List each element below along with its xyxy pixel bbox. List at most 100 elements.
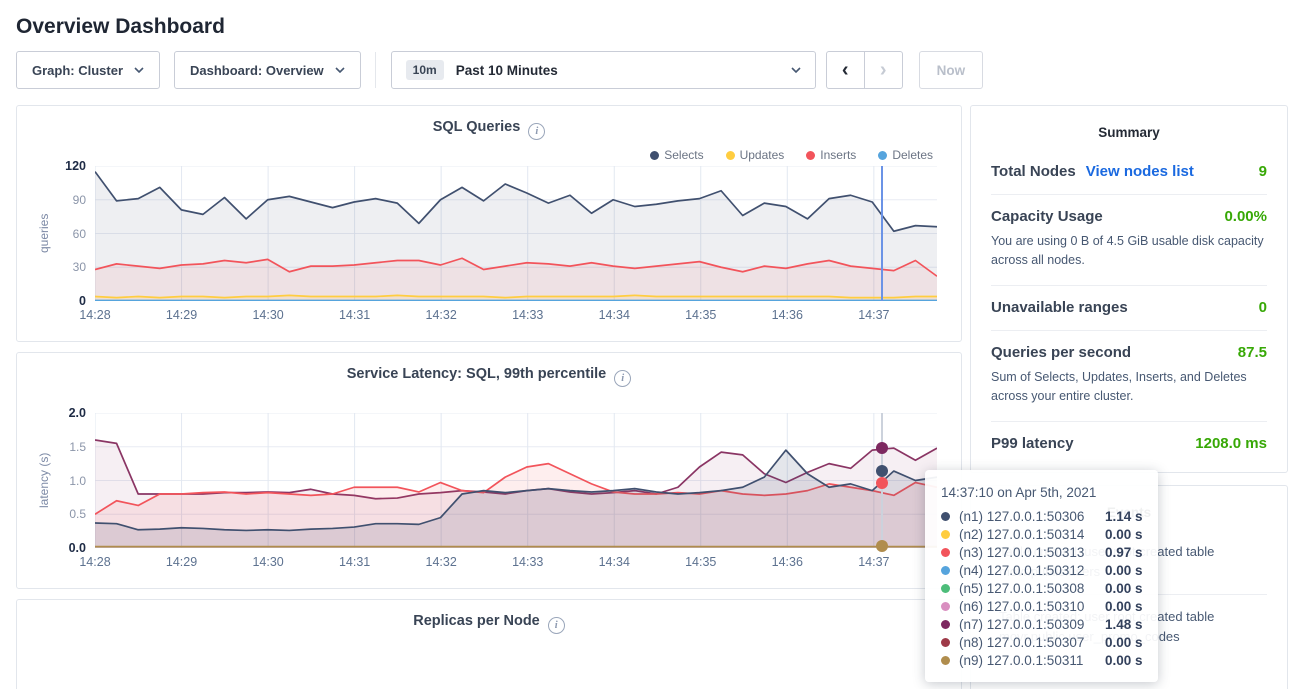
- overview-dashboard-page: Overview Dashboard Graph: Cluster Dashbo…: [0, 0, 1290, 689]
- chart-title: SQL Queries: [433, 119, 521, 135]
- series-dot-icon: [806, 151, 815, 160]
- legend-item: Updates: [726, 148, 785, 162]
- x-tick-label: 14:32: [426, 555, 457, 569]
- graph-scope-label: Graph: Cluster: [32, 63, 123, 78]
- chevron-right-icon: ›: [880, 59, 887, 82]
- hover-point: [876, 442, 888, 454]
- legend-item: Inserts: [806, 148, 856, 162]
- time-back-button[interactable]: ‹: [826, 51, 865, 89]
- y-tick-label: 2.0: [69, 406, 86, 420]
- dashboard-select-label: Dashboard: Overview: [190, 63, 324, 78]
- x-tick-label: 14:34: [599, 555, 630, 569]
- hover-crosshair-line: [881, 166, 883, 301]
- summary-label: Capacity Usage: [991, 208, 1103, 225]
- summary-row-total-nodes: Total Nodes View nodes list 9: [991, 150, 1267, 194]
- time-range-picker[interactable]: 10m Past 10 Minutes: [391, 51, 816, 89]
- dashboard-select-dropdown[interactable]: Dashboard: Overview: [174, 51, 361, 89]
- series-dot-icon: [941, 602, 950, 611]
- series-dot-icon: [650, 151, 659, 160]
- chevron-down-icon: [791, 67, 801, 73]
- summary-value: 0.00%: [1224, 208, 1267, 225]
- x-tick-label: 14:31: [339, 555, 370, 569]
- x-tick-label: 14:34: [599, 308, 630, 322]
- chart-legend: SelectsUpdatesInsertsDeletes: [33, 144, 945, 166]
- summary-row-capacity-usage: Capacity Usage 0.00% You are using 0 B o…: [991, 194, 1267, 285]
- y-tick-label: 0: [79, 294, 86, 308]
- tooltip-timestamp: 14:37:10 on Apr 5th, 2021: [941, 485, 1144, 500]
- info-icon[interactable]: i: [614, 370, 631, 387]
- graph-scope-dropdown[interactable]: Graph: Cluster: [16, 51, 160, 89]
- summary-label: Total Nodes: [991, 163, 1076, 180]
- x-tick-label: 14:31: [339, 308, 370, 322]
- info-icon[interactable]: i: [528, 123, 545, 140]
- hover-point: [876, 477, 888, 489]
- x-tick-label: 14:32: [426, 308, 457, 322]
- legend-item: Deletes: [878, 148, 933, 162]
- summary-description: You are using 0 B of 4.5 GiB usable disk…: [991, 232, 1267, 271]
- y-tick-label: 0.5: [69, 507, 86, 521]
- y-tick-label: 0.0: [69, 541, 86, 555]
- y-tick-label: 1.0: [69, 474, 86, 488]
- summary-label: P99 latency: [991, 435, 1074, 452]
- service-latency-chart-card: Service Latency: SQL, 99th percentile i l…: [16, 352, 962, 589]
- plot-area[interactable]: queries 120906030014:2814:2914:3014:3114…: [95, 166, 937, 301]
- summary-value: 9: [1259, 163, 1267, 180]
- series-dot-icon: [941, 512, 950, 521]
- x-tick-label: 14:36: [772, 308, 803, 322]
- summary-label: Queries per second: [991, 344, 1131, 361]
- chevron-down-icon: [134, 67, 144, 73]
- y-tick-label: 120: [65, 159, 86, 173]
- dashboard-controls: Graph: Cluster Dashboard: Overview 10m P…: [16, 51, 1290, 89]
- tooltip-row: (n4) 127.0.0.1:503120.00 s: [941, 561, 1144, 579]
- info-icon[interactable]: i: [548, 617, 565, 634]
- summary-value: 87.5: [1238, 344, 1267, 361]
- view-nodes-list-link[interactable]: View nodes list: [1086, 163, 1194, 180]
- x-tick-label: 14:30: [252, 555, 283, 569]
- charts-column: SQL Queriesi SelectsUpdatesInsertsDelete…: [16, 105, 962, 689]
- y-axis-title: queries: [37, 166, 51, 301]
- series-dot-icon: [941, 530, 950, 539]
- summary-label: Unavailable ranges: [991, 299, 1128, 316]
- summary-row-queries-per-second: Queries per second 87.5 Sum of Selects, …: [991, 330, 1267, 421]
- summary-row-p99-latency: P99 latency 1208.0 ms: [991, 421, 1267, 466]
- summary-value: 0: [1259, 299, 1267, 316]
- x-tick-label: 14:37: [858, 308, 889, 322]
- x-tick-label: 14:36: [772, 555, 803, 569]
- x-tick-label: 14:28: [79, 308, 110, 322]
- tooltip-row: (n9) 127.0.0.1:503110.00 s: [941, 651, 1144, 669]
- chart-title: Replicas per Node: [413, 613, 540, 629]
- series-dot-icon: [878, 151, 887, 160]
- replicas-per-node-chart-card: Replicas per Node i: [16, 599, 962, 689]
- chart-canvas[interactable]: [95, 166, 937, 301]
- summary-heading: Summary: [991, 108, 1267, 150]
- summary-row-unavailable-ranges: Unavailable ranges 0: [991, 285, 1267, 330]
- chevron-left-icon: ‹: [842, 59, 849, 82]
- tooltip-row: (n1) 127.0.0.1:503061.14 s: [941, 507, 1144, 525]
- x-tick-label: 14:33: [512, 555, 543, 569]
- series-dot-icon: [726, 151, 735, 160]
- time-nav-buttons: ‹ ›: [826, 51, 903, 89]
- x-tick-label: 14:29: [166, 555, 197, 569]
- series-dot-icon: [941, 566, 950, 575]
- x-tick-label: 14:35: [685, 308, 716, 322]
- summary-panel: Summary Total Nodes View nodes list 9 Ca…: [970, 105, 1288, 473]
- chart-hover-tooltip: 14:37:10 on Apr 5th, 2021 (n1) 127.0.0.1…: [925, 470, 1158, 682]
- y-tick-label: 90: [73, 193, 86, 207]
- y-axis-title: latency (s): [37, 413, 51, 548]
- y-tick-label: 60: [73, 227, 86, 241]
- x-tick-label: 14:28: [79, 555, 110, 569]
- time-forward-button[interactable]: ›: [864, 51, 903, 89]
- tooltip-row: (n7) 127.0.0.1:503091.48 s: [941, 615, 1144, 633]
- sql-queries-chart-card: SQL Queriesi SelectsUpdatesInsertsDelete…: [16, 105, 962, 342]
- series-dot-icon: [941, 548, 950, 557]
- x-tick-label: 14:30: [252, 308, 283, 322]
- chart-title: Service Latency: SQL, 99th percentile: [347, 366, 607, 382]
- chart-canvas[interactable]: [95, 413, 937, 548]
- tooltip-row: (n3) 127.0.0.1:503130.97 s: [941, 543, 1144, 561]
- series-dot-icon: [941, 584, 950, 593]
- time-range-label: Past 10 Minutes: [456, 63, 791, 78]
- tooltip-row: (n5) 127.0.0.1:503080.00 s: [941, 579, 1144, 597]
- now-button[interactable]: Now: [919, 51, 984, 89]
- series-dot-icon: [941, 620, 950, 629]
- plot-area[interactable]: latency (s) 2.01.51.00.50.014:2814:2914:…: [95, 413, 937, 548]
